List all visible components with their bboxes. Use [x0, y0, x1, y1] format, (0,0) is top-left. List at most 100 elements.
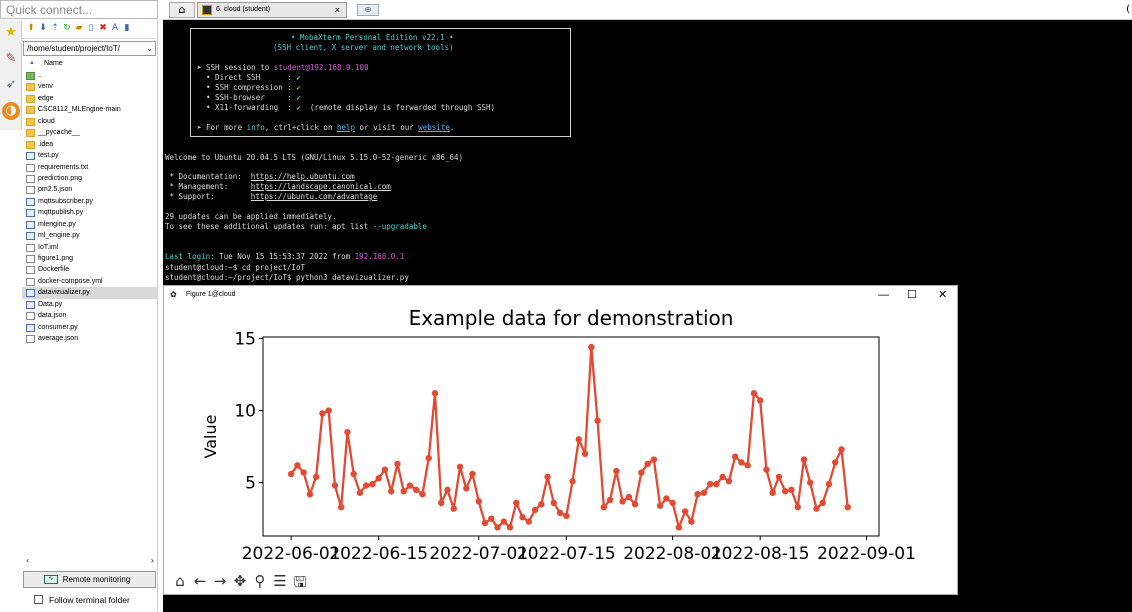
checkbox-icon[interactable]	[34, 595, 43, 604]
rename-icon[interactable]: A	[111, 23, 119, 33]
file-row[interactable]: Data.py	[22, 299, 158, 310]
support-line: * Support: https://ubuntu.com/advantage	[165, 192, 378, 201]
help-link[interactable]: help	[336, 123, 356, 132]
website-link[interactable]: website	[418, 123, 450, 132]
file-row[interactable]: mqttsubscriber.py	[22, 196, 158, 207]
management-link[interactable]: https://landscape.canonical.com	[250, 182, 391, 191]
home-icon[interactable]: ⌂	[175, 572, 185, 590]
file-row[interactable]: test.py	[22, 150, 158, 161]
file-row[interactable]: mqttpublish.py	[22, 207, 158, 218]
data-point	[825, 480, 833, 488]
file-row[interactable]: venv	[22, 81, 158, 92]
delete-icon[interactable]: ✖	[99, 23, 107, 33]
new-file-icon[interactable]: ▯	[88, 23, 94, 33]
data-point	[319, 410, 326, 417]
data-point	[294, 462, 301, 469]
python-file-icon	[26, 220, 35, 229]
file-name: consumer.py	[38, 323, 78, 331]
minimize-icon[interactable]: —	[878, 289, 889, 301]
quick-connect-input[interactable]: Quick connect...	[0, 0, 158, 19]
back-arrow-icon[interactable]: ←	[193, 572, 207, 590]
data-point	[450, 505, 457, 512]
file-row[interactable]: pm2.5.json	[22, 184, 158, 195]
macros-icon[interactable]: ➶	[5, 77, 17, 92]
data-point	[306, 490, 314, 498]
data-point	[350, 470, 357, 478]
file-row[interactable]: ..	[22, 70, 158, 81]
forward-arrow-icon[interactable]: →	[213, 572, 227, 590]
file-row[interactable]: edge	[22, 93, 158, 104]
new-folder-icon[interactable]: ▰	[75, 23, 83, 33]
file-row[interactable]: figure1.png	[22, 253, 158, 264]
tab-cloud-session[interactable]: 6. cloud (student) ×	[197, 2, 347, 18]
download-icon[interactable]: ⬇	[39, 23, 47, 33]
x-tick-label: 2022-07-15	[517, 544, 616, 564]
up-folder-icon[interactable]: ⬆	[27, 23, 35, 33]
python-file-icon	[26, 197, 35, 206]
pan-icon[interactable]: ✥	[233, 572, 247, 590]
x-tick-label: 2022-07-01	[429, 544, 528, 564]
file-row[interactable]: data.json	[22, 310, 158, 321]
configure-icon[interactable]: ☰	[273, 572, 287, 590]
support-link[interactable]: https://ubuntu.com/advantage	[250, 192, 378, 201]
file-row[interactable]: __pycache__	[22, 127, 158, 138]
feature-line-3: • X11-forwarding : ✔ (remote display is …	[197, 103, 496, 112]
remote-monitoring-button[interactable]: ∿ Remote monitoring	[23, 571, 156, 588]
upload-icon[interactable]: ⇡	[51, 23, 59, 33]
figure-window[interactable]: ✿ Figure 1@cloud — ☐ ✕ Example data for …	[163, 285, 958, 595]
close-icon[interactable]: ✕	[938, 289, 948, 301]
file-name: mlengine.py	[38, 220, 76, 228]
file-row[interactable]: docker-compose.yml	[22, 276, 158, 287]
permissions-icon[interactable]: ▮	[124, 23, 130, 33]
x-tick-label: 2022-09-01	[817, 544, 916, 564]
scroll-left-icon[interactable]: ‹	[26, 556, 30, 565]
file-name: test.py	[38, 152, 59, 160]
data-point	[669, 499, 676, 507]
file-row[interactable]: IoT.iml	[22, 242, 158, 253]
scroll-right-icon[interactable]: ›	[150, 556, 154, 565]
data-point	[312, 473, 320, 481]
file-row[interactable]: average.json	[22, 333, 158, 344]
matplotlib-icon: ✿	[170, 290, 177, 299]
data-point	[656, 502, 664, 509]
command-line-1: student@cloud:~$ cd project/IoT	[165, 263, 305, 272]
command-line-2: student@cloud:~/project/IoT$ python3 dat…	[165, 273, 409, 282]
file-name: Data.py	[38, 300, 63, 308]
file-row[interactable]: Dockerfile	[22, 264, 158, 275]
zoom-icon[interactable]: ⚲	[254, 572, 266, 590]
sftp-icon[interactable]: ◑	[2, 102, 20, 120]
follow-terminal-checkbox[interactable]: Follow terminal folder	[34, 594, 130, 606]
figure-titlebar[interactable]: ✿ Figure 1@cloud — ☐ ✕	[164, 286, 957, 306]
file-name: CSC8112_MLEngine-main	[38, 106, 121, 114]
file-row[interactable]: cloud	[22, 116, 158, 127]
file-row[interactable]: CSC8112_MLEngine-main	[22, 104, 158, 115]
file-row[interactable]: requirements.txt	[22, 162, 158, 173]
maximize-icon[interactable]: ☐	[907, 289, 917, 301]
figure-title: Figure 1@cloud	[186, 291, 236, 298]
updates-hint-line: To see these additional updates run: apt…	[165, 222, 427, 231]
home-tab-icon[interactable]: ⌂	[169, 2, 195, 18]
file-row[interactable]: .idea	[22, 139, 158, 150]
data-point	[619, 498, 626, 505]
file-row[interactable]: ml_engine.py	[22, 230, 158, 241]
path-dropdown[interactable]: /home/student/project/IoT/ ⌄	[23, 41, 156, 56]
file-name: requirements.txt	[38, 163, 89, 171]
star-icon[interactable]: ★	[5, 25, 17, 40]
file-row[interactable]: prediction.png	[22, 173, 158, 184]
column-header-name[interactable]: ▲ Name	[22, 57, 158, 70]
tools-icon[interactable]: ✎	[5, 51, 17, 66]
docs-link[interactable]: https://help.ubuntu.com	[250, 172, 355, 181]
tab-close-icon[interactable]: ×	[334, 5, 340, 15]
horizontal-scrollbar[interactable]: ‹ ›	[24, 556, 156, 568]
new-tab-icon[interactable]: ⊕	[357, 4, 379, 16]
data-point	[344, 428, 351, 436]
file-row[interactable]: datavizualizer.py	[22, 287, 158, 299]
refresh-icon[interactable]: ↻	[63, 23, 71, 33]
data-point	[488, 515, 495, 522]
save-icon[interactable]: 🖫	[293, 573, 307, 591]
x-tick-label: 2022-06-01	[242, 544, 341, 564]
file-row[interactable]: consumer.py	[22, 322, 158, 333]
data-point	[650, 456, 658, 463]
file-row[interactable]: mlengine.py	[22, 219, 158, 230]
